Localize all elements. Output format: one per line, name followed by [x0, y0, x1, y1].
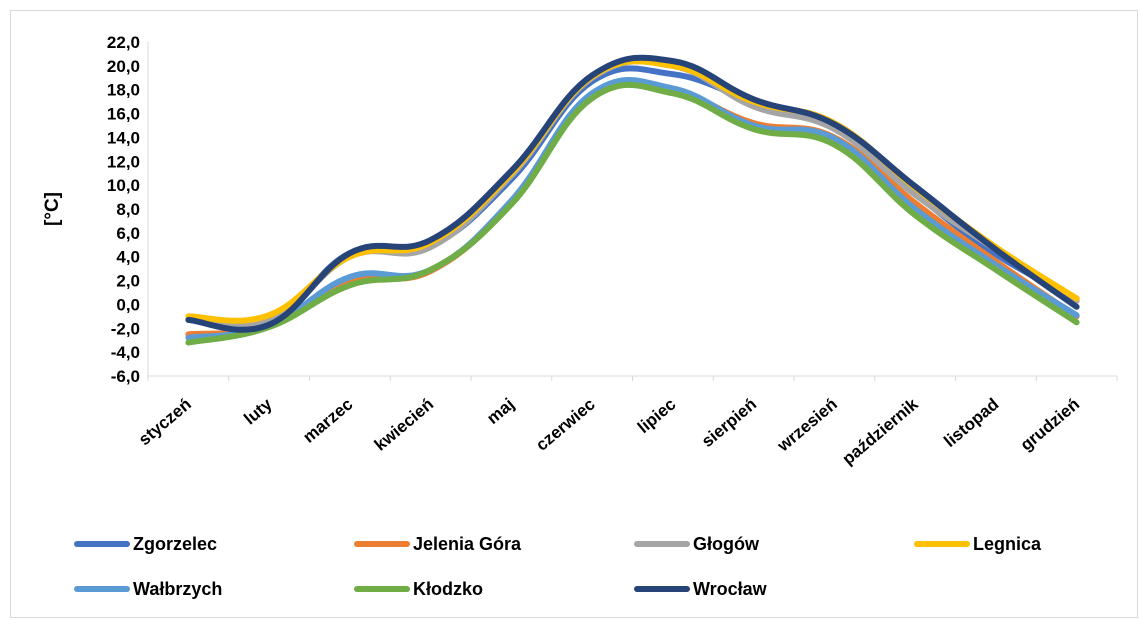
x-tick-label: październik: [839, 394, 923, 468]
legend-item: Zgorzelec: [74, 534, 217, 554]
x-tick-label: sierpień: [698, 395, 760, 451]
legend: Zgorzelec Jelenia Góra Głogów Legnica Wałbrz…: [74, 534, 1042, 599]
x-tick-label: maj: [483, 395, 518, 428]
y-tick-label: 4,0: [116, 248, 140, 267]
legend-label: Legnica: [973, 534, 1042, 554]
y-tick-label: -2,0: [111, 319, 140, 338]
legend-label: Wrocław: [693, 579, 768, 599]
x-tick-label: listopad: [940, 395, 1002, 451]
y-tick-label: 20,0: [107, 57, 140, 76]
y-axis-label: [°C]: [42, 192, 63, 226]
legend-item: Kłodzko: [354, 579, 483, 599]
series-line-głogów: [185, 58, 1080, 330]
x-axis: styczeń luty marzec kwiecień maj czerwiec lipi…: [135, 375, 1118, 469]
x-tick-label: styczeń: [135, 395, 195, 450]
legend-label: Głogów: [693, 534, 760, 554]
legend-label: Kłodzko: [413, 579, 483, 599]
x-tick-label: lipiec: [634, 395, 680, 437]
series-line-wałbrzych: [185, 77, 1080, 341]
y-tick-label: 10,0: [107, 176, 140, 195]
y-tick-label: 6,0: [116, 224, 140, 243]
series-line-legnica: [185, 58, 1080, 324]
legend-label: Jelenia Góra: [413, 534, 522, 554]
y-tick-label: 14,0: [107, 128, 140, 147]
x-tick-label: czerwiec: [532, 395, 599, 455]
x-tick-label: wrzesień: [773, 395, 841, 456]
x-tick-label: luty: [240, 394, 276, 428]
legend-item: Wrocław: [634, 579, 768, 599]
x-tick-label: marzec: [299, 395, 356, 447]
y-tick-label: 18,0: [107, 81, 140, 100]
y-tick-label: -4,0: [111, 343, 140, 362]
y-tick-label: 0,0: [116, 295, 140, 314]
legend-item: Jelenia Góra: [354, 534, 522, 554]
x-tick-label: kwiecień: [371, 395, 438, 455]
y-tick-label: 22,0: [107, 33, 140, 52]
legend-item: Legnica: [914, 534, 1042, 554]
series-line-kłodzko: [185, 82, 1080, 346]
y-tick-label: 12,0: [107, 152, 140, 171]
legend-item: Głogów: [634, 534, 760, 554]
x-tick-label: grudzień: [1017, 395, 1083, 455]
y-tick-label: 8,0: [116, 200, 140, 219]
series-line-wrocław: [185, 54, 1080, 333]
legend-label: Zgorzelec: [133, 534, 217, 554]
y-tick-label: -6,0: [111, 367, 140, 386]
y-tick-label: 16,0: [107, 105, 140, 124]
series-layer: [185, 54, 1080, 346]
legend-label: Wałbrzych: [133, 579, 222, 599]
legend-item: Wałbrzych: [74, 579, 222, 599]
y-tick-label: 2,0: [116, 272, 140, 291]
y-axis: -6,0 -4,0 -2,0 0,0 2,0 4,0 6,0 8,0 10,0 12,0 14,0 1…: [107, 33, 149, 386]
